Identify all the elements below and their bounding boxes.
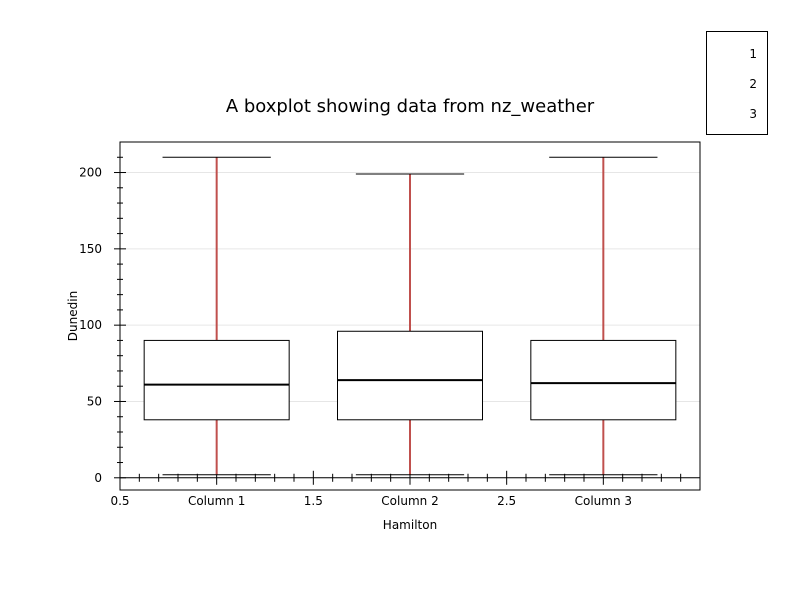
x-tick-label: Column 3 [575,494,632,508]
x-tick-label: 0.5 [110,494,129,508]
y-tick-label: 50 [87,394,102,408]
y-tick-label: 100 [79,318,102,332]
legend-entry-3: 3 [749,107,757,121]
x-tick-label: Column 1 [188,494,245,508]
y-tick-label: 150 [79,242,102,256]
x-tick-label: 2.5 [497,494,516,508]
box-3 [530,339,677,421]
plot-frame [119,141,701,491]
box-2 [337,330,483,421]
x-tick-label: 1.5 [304,494,323,508]
y-tick-label: 0 [94,471,102,485]
box-1 [143,339,290,421]
x-tick-label: Column 2 [381,494,438,508]
legend-entry-2: 2 [749,77,757,91]
legend: 1 2 3 [706,31,768,135]
chart-title: A boxplot showing data from nz_weather [225,96,595,117]
legend-entry-1: 1 [749,47,757,61]
y-tick-label: 200 [79,166,102,180]
y-axis-label: Dunedin [66,291,80,341]
x-axis-label: Hamilton [383,518,437,532]
